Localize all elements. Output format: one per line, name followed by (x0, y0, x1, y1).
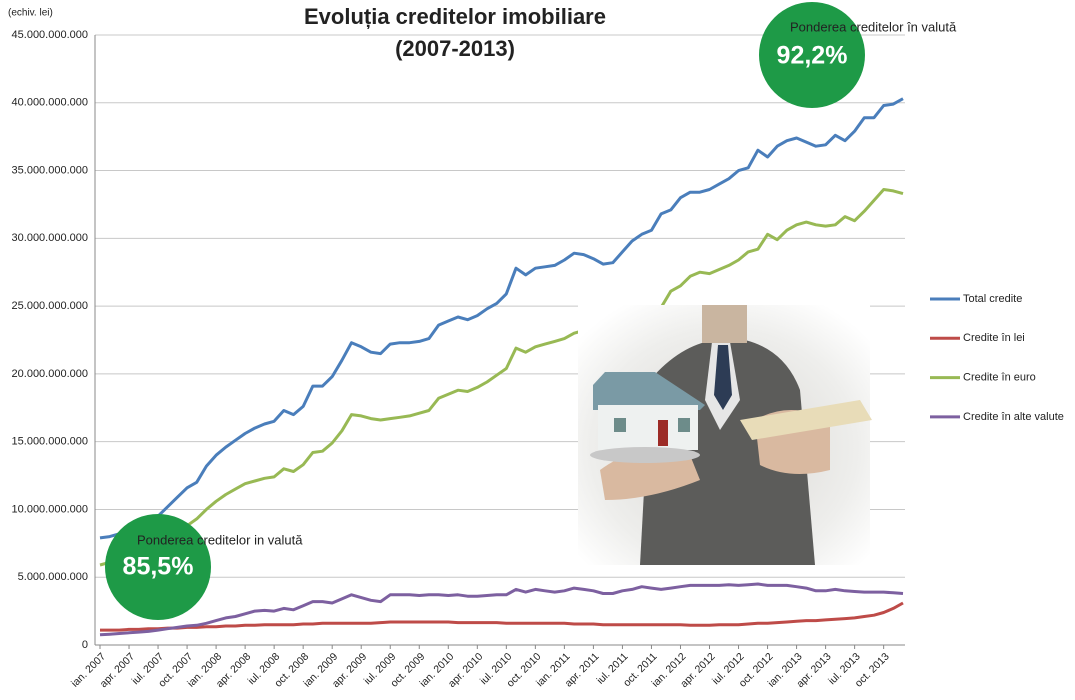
y-tick-label: 10.000.000.000 (12, 503, 88, 515)
annotation-circle (759, 2, 865, 108)
chart-subtitle: (2007-2013) (395, 36, 515, 61)
y-tick-label: 5.000.000.000 (18, 571, 88, 583)
annotation-value: 92,2% (777, 42, 848, 70)
y-tick-label: 40.000.000.000 (12, 97, 88, 109)
annotation-value: 85,5% (123, 553, 194, 581)
y-tick-label: 30.000.000.000 (12, 232, 88, 244)
y-tick-label: 20.000.000.000 (12, 368, 88, 380)
annotation-bottom: 85,5% Ponderea creditelor in valută (105, 514, 303, 620)
photo (578, 305, 872, 565)
annotation-top: 92,2% Ponderea creditelor în valută (759, 2, 957, 108)
series-line (99, 97, 904, 540)
y-tick-label: 45.000.000.000 (12, 29, 88, 41)
annotation-label: Ponderea creditelor în valută (790, 19, 957, 34)
unit-label: (echiv. lei) (8, 8, 53, 19)
series-line (100, 601, 904, 632)
series-line (99, 188, 904, 567)
annotation-circle (105, 514, 211, 620)
y-tick-label: 0 (82, 639, 88, 651)
annotation-label: Ponderea creditelor in valută (137, 532, 303, 547)
legend-label: Credite în lei (963, 332, 1025, 344)
chart-title: Evoluția creditelor imobiliare (304, 4, 606, 29)
legend-label: Total credite (963, 293, 1022, 305)
y-tick-label: 35.000.000.000 (12, 164, 88, 176)
y-tick-label: 25.000.000.000 (12, 300, 88, 312)
series-line (99, 582, 904, 637)
legend-label: Credite în euro (963, 372, 1036, 384)
legend-label: Credite în alte valute (963, 411, 1064, 423)
y-tick-label: 15.000.000.000 (12, 436, 88, 448)
